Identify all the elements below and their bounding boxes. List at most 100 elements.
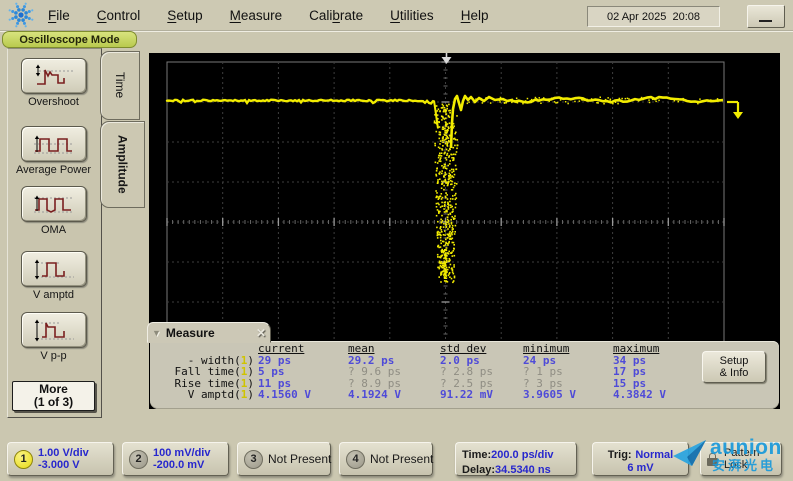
v-p-p-label: V p-p: [40, 350, 67, 362]
more-button-line1: More: [39, 382, 68, 396]
measure-value: ? 2.5 ps: [440, 376, 493, 390]
pattern-lock-button[interactable]: Pattern Lock: [700, 442, 782, 476]
measure-value: ? 3 ps: [523, 376, 563, 390]
setup-info-line1: Setup: [719, 355, 749, 367]
trigger-label: Trig:: [607, 449, 632, 461]
measure-value: 91.22 mV: [440, 388, 493, 402]
measure-value: ? 1 ps: [523, 365, 563, 379]
measure-row-label: Rise time(1): [174, 376, 254, 390]
measure-row-label: V amptd(1): [187, 388, 254, 402]
menu-setup[interactable]: Setup: [167, 7, 203, 23]
timebase-button[interactable]: Time:200.0 ps/div Delay:34.5340 ns: [455, 442, 577, 476]
channel-1-settings: 1.00 V/div -3.000 V: [38, 447, 89, 471]
channel-4-button[interactable]: 4 Not Present: [339, 442, 433, 476]
channel-1-button[interactable]: 1 1.00 V/div -3.000 V: [7, 442, 114, 476]
pattern-lock-line1: Pattern: [724, 447, 760, 459]
minimize-icon: [759, 20, 772, 22]
tab-time[interactable]: Time: [100, 51, 140, 120]
trigger-mode: Normal: [635, 449, 674, 461]
oma-button[interactable]: [20, 186, 87, 222]
measure-value: 5 ps: [258, 365, 285, 379]
trigger-button[interactable]: Trig: Normal 6 mV: [592, 442, 689, 476]
measure-value: ? 9.6 ps: [348, 365, 401, 379]
col-header-maximum: maximum: [613, 342, 660, 355]
measure-value: ? 8.9 ps: [348, 376, 401, 390]
timebase-label: Time:: [462, 449, 492, 461]
datetime-display: 02 Apr 2025 20:08: [587, 6, 720, 27]
measure-value: 34 ps: [613, 353, 647, 367]
menubar: File Control Setup Measure Calibrate Utilitie…: [0, 0, 793, 31]
channel-3-settings: Not Present: [268, 452, 332, 466]
more-button-line2: (1 of 3): [33, 395, 74, 409]
measure-value: 24 ps: [523, 353, 557, 367]
collapse-triangle-icon[interactable]: ▼: [152, 327, 161, 338]
measure-panel: current mean std dev minimum maximum - width(…: [150, 341, 779, 409]
delay-value: 34.5340 ns: [495, 464, 551, 476]
measure-row-label: Fall time(1): [174, 365, 254, 379]
measure-value: 29 ps: [258, 353, 292, 367]
channel-4-badge: 4: [346, 449, 365, 469]
v-p-p-waveform-icon: [24, 317, 84, 343]
menu-items: File Control Setup Measure Calibrate Utilitie…: [48, 0, 488, 30]
pattern-lock-line2: Lock: [724, 459, 748, 471]
measurement-table: current mean std dev minimum maximum - width(…: [150, 343, 779, 401]
measure-value: 3.9605 V: [523, 388, 576, 402]
overshoot-button[interactable]: [20, 58, 87, 94]
menu-calibrate[interactable]: Calibrate: [309, 7, 364, 23]
col-header-minimum: minimum: [523, 342, 570, 355]
menu-utilities[interactable]: Utilities: [390, 7, 434, 23]
measure-value: 4.1560 V: [258, 388, 311, 402]
v-p-p-button[interactable]: [20, 312, 87, 348]
menu-control[interactable]: Control: [96, 7, 141, 23]
channel-3-button[interactable]: 3 Not Present: [237, 442, 331, 476]
channel-4-settings: Not Present: [370, 452, 434, 466]
mode-label: Oscilloscope Mode: [2, 31, 137, 48]
v-amptd-label: V amptd: [33, 289, 74, 301]
measure-row: Fall time(1) 5 ps ? 9.6 ps ? 2.8 ps ? 1 ps 17…: [150, 366, 779, 378]
v-amptd-waveform-icon: [24, 256, 84, 282]
measure-panel-title: Measure: [165, 325, 215, 340]
measure-value: ? 2.8 ps: [440, 365, 493, 379]
measure-value: 2.0 ps: [440, 353, 480, 367]
col-header-current: current: [258, 342, 305, 355]
setup-info-button[interactable]: Setup & Info: [702, 351, 766, 383]
sidebar: More (1 of 3) Overshoot Average Power OMA V…: [7, 48, 102, 418]
minimize-button[interactable]: [747, 5, 785, 28]
channel-2-settings: 100 mV/div -200.0 mV: [153, 447, 211, 471]
measure-value: 4.3842 V: [613, 388, 666, 402]
col-header-mean: mean: [348, 342, 375, 355]
overshoot-label: Overshoot: [28, 96, 79, 108]
measure-value: 4.1924 V: [348, 388, 401, 402]
measure-value: 11 ps: [258, 376, 292, 390]
measure-row-label: - width(1): [187, 353, 254, 367]
average-power-button[interactable]: [20, 126, 87, 162]
measure-row: V amptd(1) 4.1560 V 4.1924 V 91.22 mV 3.9605…: [150, 389, 779, 401]
oma-waveform-icon: [24, 191, 84, 217]
menu-measure[interactable]: Measure: [229, 7, 283, 23]
channel-3-badge: 3: [244, 449, 263, 469]
measure-value: 29.2 ps: [348, 353, 395, 367]
measure-row: - width(1) 29 ps 29.2 ps 2.0 ps 24 ps 34 ps: [150, 353, 779, 367]
menu-help[interactable]: Help: [460, 7, 489, 23]
channel-1-badge: 1: [14, 449, 33, 469]
overshoot-waveform-icon: [24, 63, 84, 89]
channel-2-button[interactable]: 2 100 mV/div -200.0 mV: [122, 442, 229, 476]
menu-file[interactable]: File: [48, 7, 70, 23]
more-button[interactable]: More (1 of 3): [12, 381, 95, 411]
measure-value: 17 ps: [613, 365, 647, 379]
delay-label: Delay:: [462, 464, 496, 476]
trigger-level: 6 mV: [627, 462, 654, 474]
channel-2-badge: 2: [129, 449, 148, 469]
setup-info-line2: & Info: [719, 367, 749, 379]
v-amptd-button[interactable]: [20, 251, 87, 287]
tab-amplitude[interactable]: Amplitude: [100, 121, 145, 208]
timebase-value: 200.0 ps/div: [491, 449, 554, 461]
measure-panel-tab[interactable]: ▼ Measure ✕: [147, 322, 271, 343]
col-header-std-dev: std dev: [440, 342, 487, 355]
close-icon[interactable]: ✕: [255, 325, 266, 340]
agilent-spark-logo-icon: [6, 1, 36, 30]
lock-icon: [707, 452, 718, 466]
average-power-label: Average Power: [15, 164, 91, 176]
average-power-waveform-icon: [24, 131, 84, 157]
